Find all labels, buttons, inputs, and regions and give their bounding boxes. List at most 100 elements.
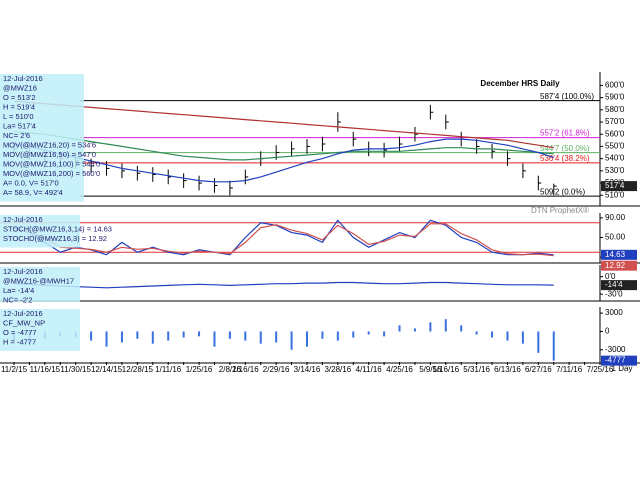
current-box (601, 280, 637, 291)
bar (352, 331, 355, 338)
bar (244, 331, 247, 341)
x-tick-label: 5/9/16 (419, 365, 442, 374)
x-tick-label: 2/8/16 (219, 365, 242, 374)
bar (198, 331, 201, 337)
y-tick-label: 590'0 (605, 93, 625, 102)
legend-text: MOV(@MWZ16,200) = 560'0 (3, 169, 100, 178)
current-box (601, 355, 637, 366)
legend-text: La= 517'4 (3, 121, 36, 130)
bar (537, 331, 540, 353)
fib-label: 544'7 (50.0%) (540, 144, 590, 153)
legend-text: STOCH(@MWZ16,3,14) = 14.63 (3, 224, 112, 233)
x-tick-label: 4/11/16 (356, 365, 383, 374)
legend-text: O = -4777 (3, 328, 37, 337)
legend-box (0, 74, 84, 202)
x-tick-label: 5/16/16 (432, 365, 459, 374)
x-tick-label: 12/14/15 (91, 365, 123, 374)
bar (367, 331, 370, 335)
bar (383, 331, 386, 337)
series-line (13, 131, 554, 161)
watermark: DTN ProphetX® (531, 206, 589, 215)
legend-text: MOV(@MWZ16,20) = 534'6 (3, 140, 96, 149)
fib-label: 587'4 (100.0%) (540, 92, 594, 101)
interval: 1 Day (612, 364, 633, 373)
bar (460, 325, 463, 332)
current-value: 14.63 (605, 250, 626, 259)
x-tick-label: 11/30/15 (60, 365, 91, 374)
series-line (13, 100, 554, 149)
bar (259, 331, 262, 344)
current-box (601, 260, 637, 271)
bar (398, 325, 401, 332)
legend-text: H = -4777 (3, 337, 36, 346)
legend-text: 12-Jul-2016 (3, 215, 43, 224)
x-tick-label: 7/11/16 (556, 365, 583, 374)
x-tick-label: 5/31/16 (463, 365, 490, 374)
x-tick-label: 3/14/16 (294, 365, 321, 374)
bar (213, 331, 216, 347)
y-tick-label: 50.00 (605, 233, 626, 242)
y-tick-label: 0'0 (605, 272, 616, 281)
legend-text: 12-Jul-2016 (3, 74, 43, 83)
series-line (13, 219, 554, 256)
legend-text: A= 0.0, V= 517'0 (3, 178, 59, 187)
legend-text: @MWZ16-@MWH17 (3, 276, 74, 285)
legend-text: La= -14'4 (3, 286, 34, 295)
bar (521, 331, 524, 344)
bar (444, 319, 447, 332)
bar (105, 331, 108, 347)
bar (90, 331, 93, 341)
x-tick-label: 2/16/16 (232, 365, 259, 374)
y-tick-label: 540'0 (605, 154, 625, 163)
bar (552, 331, 555, 361)
bar (290, 331, 293, 350)
bar (321, 331, 324, 339)
legend-text: L = 510'0 (3, 112, 34, 121)
legend-text: @MWZ16 (3, 83, 37, 92)
bar (506, 331, 509, 341)
y-tick-label: -30'0 (605, 289, 623, 298)
series-line (13, 223, 554, 257)
current-value: -14'4 (605, 280, 623, 289)
bar (151, 331, 154, 344)
x-tick-label: 2/29/16 (263, 365, 290, 374)
bar (475, 331, 478, 335)
current-value: 12.92 (605, 261, 626, 270)
current-box (601, 249, 637, 260)
legend-text: O = 513'2 (3, 93, 36, 102)
legend-box (0, 267, 80, 302)
fib-label: 536'4 (38.2%) (540, 154, 590, 163)
y-tick-label: 560'0 (605, 129, 625, 138)
current-box (601, 181, 637, 192)
y-tick-label: 550'0 (605, 142, 625, 151)
x-tick-label: 1/11/16 (155, 365, 182, 374)
fib-label: 509'2 (0.0%) (540, 187, 585, 196)
bar (413, 328, 416, 332)
bar (336, 331, 339, 341)
x-tick-label: 7/25/16 (587, 365, 614, 374)
y-tick-label: 90.00 (605, 213, 626, 222)
bar (136, 331, 139, 339)
x-tick-label: 1/25/16 (186, 365, 213, 374)
bar (306, 331, 308, 347)
legend-text: CF_MW_NP (3, 318, 45, 327)
x-tick-label: 4/25/16 (386, 365, 413, 374)
legend-text: NC= -2'2 (3, 295, 33, 304)
bar (228, 331, 231, 339)
bar (182, 331, 185, 338)
y-tick-label: 510'0 (605, 190, 625, 199)
legend-text: 12-Jul-2016 (3, 267, 43, 276)
legend-text: A= 58.9, V= 492'4 (3, 188, 63, 197)
y-tick-label: 3000 (605, 308, 623, 317)
legend-text: MOV(@MWZ16,50) = 547'0 (3, 150, 96, 159)
x-tick-label: 11/16/15 (30, 365, 61, 374)
series-line (13, 281, 554, 289)
y-tick-label: 530'0 (605, 166, 625, 175)
legend-text: STOCHD(@MWZ16,3) = 12.92 (3, 234, 107, 243)
x-tick-label: 3/28/16 (324, 365, 351, 374)
x-tick-label: 11/2/15 (1, 365, 28, 374)
y-tick-label: 0 (605, 327, 610, 336)
